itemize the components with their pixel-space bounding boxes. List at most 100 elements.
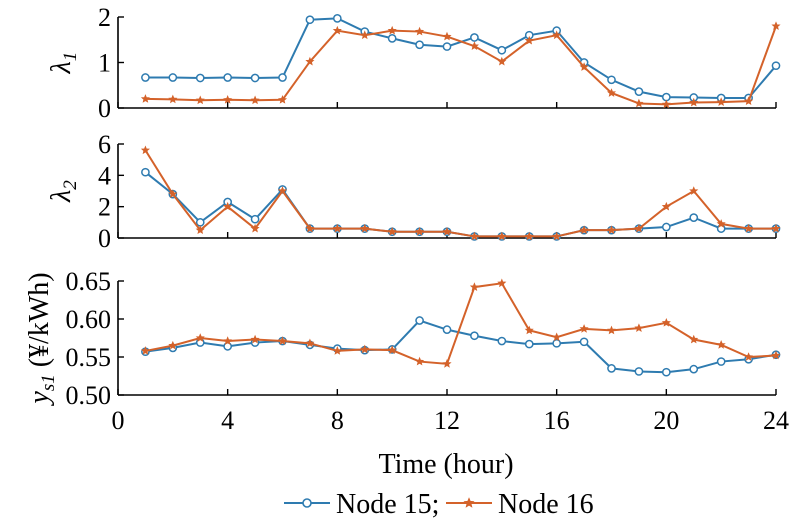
data-point — [771, 21, 781, 30]
legend-marker-node15 — [302, 498, 312, 508]
series-node15 — [141, 14, 781, 103]
data-point — [606, 225, 617, 235]
data-point — [497, 45, 507, 55]
series-line-node15 — [145, 17, 777, 99]
y-tick-label: 0.50 — [66, 381, 112, 410]
data-point — [689, 364, 699, 374]
x-tick-label: 4 — [221, 406, 234, 435]
data-point — [661, 201, 671, 211]
data-point — [168, 73, 178, 82]
y-tick-label: 6 — [98, 130, 111, 159]
data-point — [360, 223, 370, 233]
y-tick-label: 2 — [98, 3, 111, 32]
data-point — [579, 62, 589, 71]
data-point — [332, 14, 342, 23]
series-node15 — [141, 167, 781, 241]
data-point — [140, 145, 150, 155]
data-point — [195, 95, 205, 105]
x-tick-label: 12 — [434, 406, 460, 435]
data-point — [579, 324, 589, 333]
data-point — [607, 364, 616, 373]
series-node16 — [140, 278, 781, 368]
data-point — [195, 217, 205, 227]
data-point — [606, 325, 617, 335]
data-point — [305, 15, 315, 25]
data-point — [360, 30, 370, 40]
data-point — [469, 41, 479, 50]
data-point — [607, 75, 616, 85]
data-point — [250, 95, 260, 105]
data-point — [387, 25, 397, 35]
data-point — [168, 94, 178, 104]
y-axis-label-sub: s1 — [38, 374, 59, 391]
data-point — [497, 336, 507, 346]
data-point — [387, 34, 397, 43]
data-point — [278, 73, 287, 82]
data-point — [524, 325, 534, 335]
data-point — [195, 73, 205, 83]
data-point — [277, 95, 288, 104]
x-axis: 0 4 8 12 16 20 24 — [112, 406, 790, 435]
data-point — [415, 40, 424, 50]
data-point — [415, 356, 425, 366]
data-point — [360, 344, 370, 354]
data-point — [250, 334, 260, 344]
series-node16 — [140, 145, 781, 241]
y-axis-label-main: λ — [46, 61, 77, 74]
data-point — [634, 98, 644, 108]
data-point — [415, 226, 425, 236]
data-point — [195, 333, 205, 342]
data-point — [771, 61, 781, 71]
data-point — [661, 99, 671, 109]
data-point — [661, 222, 671, 232]
data-point — [470, 33, 479, 42]
y-tick-label: 0.65 — [66, 267, 112, 296]
y-axis-label-unit: (¥/kWh) — [24, 272, 55, 374]
data-point — [223, 336, 233, 345]
data-point — [442, 226, 452, 236]
data-point — [634, 323, 644, 332]
data-point — [469, 282, 479, 291]
data-point — [470, 331, 479, 341]
y-tick-label: 1 — [98, 49, 111, 78]
x-tick-label: 16 — [544, 406, 570, 435]
data-point — [744, 96, 754, 106]
data-point — [168, 189, 178, 199]
data-point — [387, 345, 397, 355]
data-point — [716, 340, 726, 349]
x-tick-label: 24 — [763, 406, 789, 435]
series-line-node16 — [144, 149, 776, 238]
x-axis-label: Time (hour) — [378, 449, 513, 480]
data-point — [305, 56, 315, 66]
data-point — [716, 357, 726, 366]
data-point — [661, 318, 671, 327]
data-point — [634, 367, 644, 376]
data-point — [223, 95, 233, 104]
y-axis-label: ys1 (¥/kWh) — [24, 272, 59, 406]
data-point — [140, 346, 150, 355]
data-point — [168, 340, 178, 350]
data-point — [497, 231, 507, 241]
series-line-node15 — [145, 319, 777, 374]
legend-label-node16: Node 16 — [498, 489, 594, 520]
data-point — [442, 359, 452, 368]
data-point — [524, 339, 534, 349]
data-point — [716, 97, 726, 106]
data-point — [140, 94, 150, 103]
series-line-node15 — [144, 171, 776, 238]
data-point — [771, 223, 781, 233]
y-tick-label: 4 — [98, 161, 111, 190]
series-line-node16 — [145, 282, 777, 365]
data-point — [552, 338, 562, 348]
data-point — [552, 30, 562, 40]
y-tick-label: 0 — [98, 94, 111, 123]
x-tick-label: 0 — [112, 406, 125, 435]
data-point — [442, 31, 452, 41]
data-point — [606, 88, 617, 97]
y-tick-label: 2 — [98, 193, 111, 222]
data-point — [524, 35, 534, 45]
data-point — [387, 226, 397, 236]
